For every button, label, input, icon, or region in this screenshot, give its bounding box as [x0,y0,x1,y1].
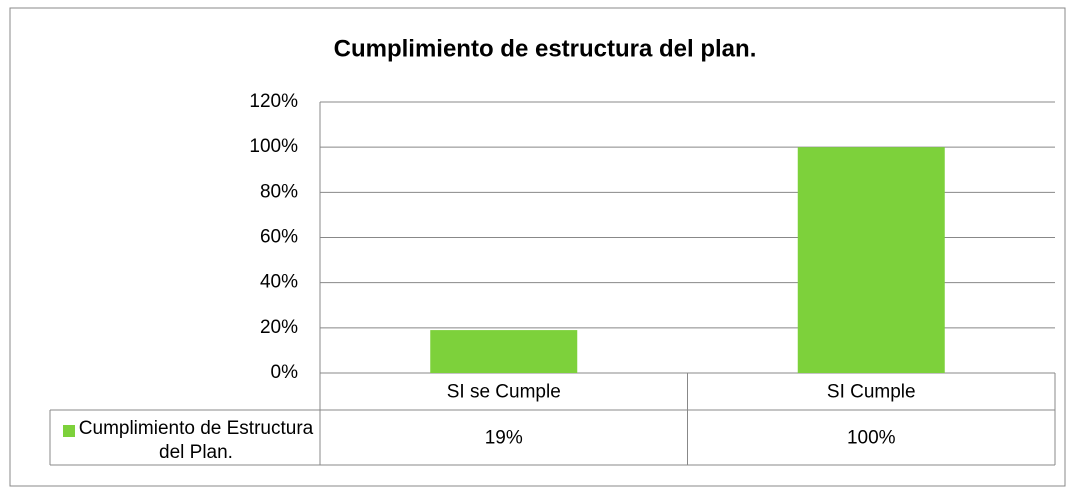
y-tick-label: 60% [260,227,298,248]
y-tick-label: 120% [249,91,298,112]
y-tick-label: 40% [260,272,298,293]
data-table-value: 100% [847,428,896,449]
chart-title: Cumplimiento de estructura del plan. [334,35,757,62]
y-tick-label: 80% [260,181,298,202]
bar [430,330,578,373]
y-tick-label: 100% [249,136,298,157]
legend-label: Cumplimiento de Estructura del Plan. [78,418,314,463]
legend-key [63,425,75,437]
bar [797,147,945,373]
x-tick-label: SI Cumple [827,382,916,403]
x-tick-label: SI se Cumple [447,382,561,403]
y-tick-label: 0% [271,362,299,383]
data-table-value: 19% [485,428,523,449]
y-tick-label: 20% [260,317,298,338]
